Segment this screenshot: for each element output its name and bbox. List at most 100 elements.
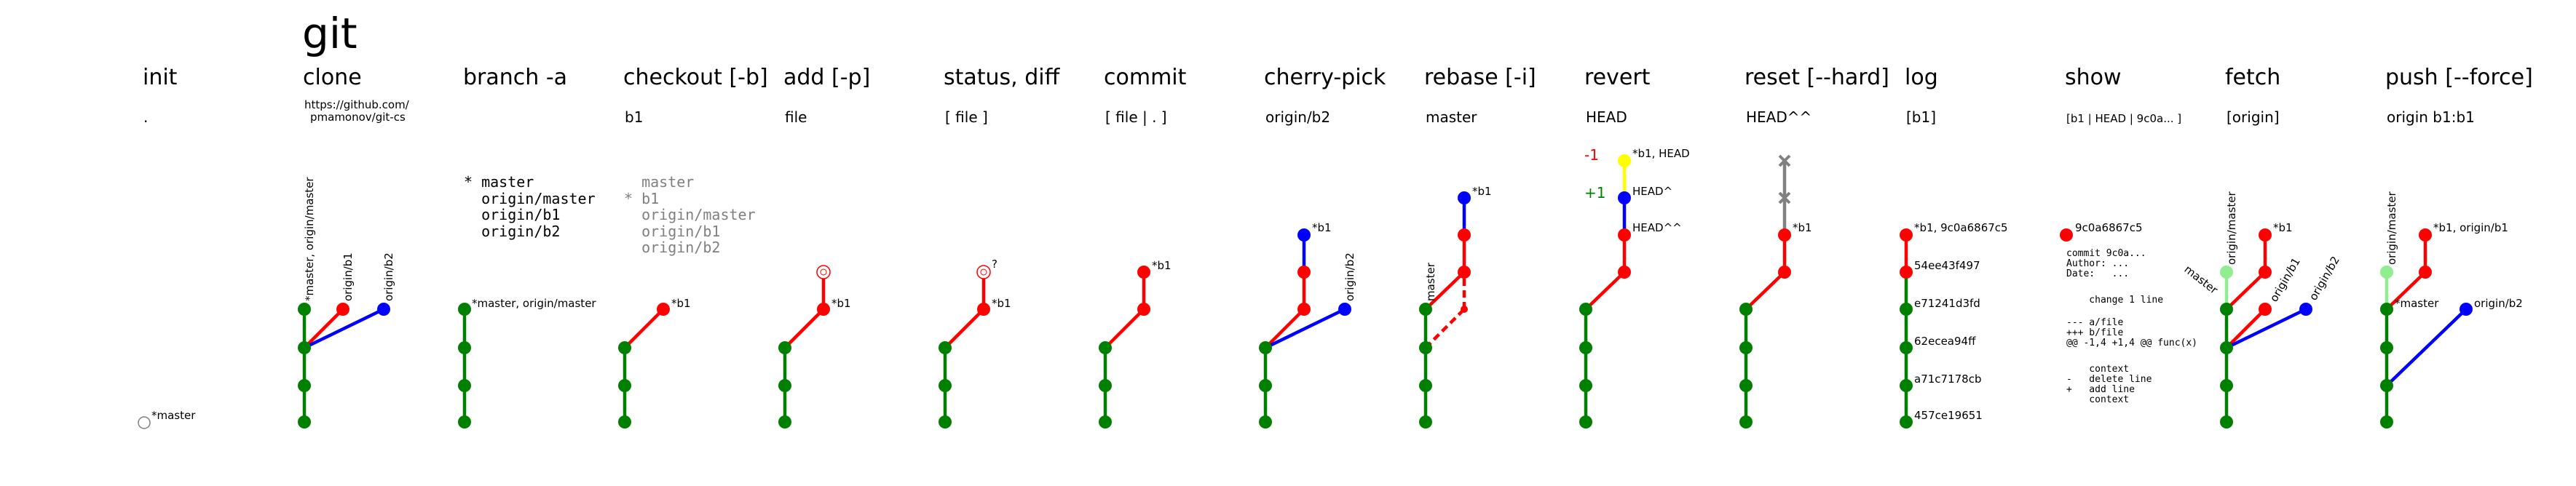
- commit-node: [657, 303, 670, 316]
- plus-one-marker: +1: [1584, 184, 1605, 202]
- commit-node: [817, 303, 830, 316]
- commit-node: [2259, 303, 2272, 316]
- commit-edge: [2385, 308, 2468, 387]
- branch-label: origin/b1: [2267, 255, 2303, 304]
- commit-edge: [304, 307, 384, 350]
- commit-node: [1900, 415, 1913, 429]
- commit-hash: 9c0a6867c5: [2075, 221, 2143, 234]
- panel-title: revert: [1584, 65, 1651, 90]
- unknown-state-label: ?: [992, 258, 997, 271]
- commit-node: [1458, 191, 1471, 204]
- commit-node: [2220, 266, 2233, 279]
- commit-edge: [1424, 271, 1466, 311]
- panel-reset: reset [--hard] HEAD^^ *b1: [1739, 65, 1889, 429]
- panel-cherry-pick: cherry-pick origin/b2 *b1 origin/b2: [1259, 65, 1386, 429]
- commit-node: [2419, 266, 2432, 279]
- show-output-line: - delete line: [2066, 374, 2152, 385]
- branch-label: *master: [2395, 297, 2439, 310]
- commit-node: [377, 303, 390, 316]
- panel-arg: file: [785, 108, 807, 126]
- branch-label: *master, origin/master: [303, 177, 316, 301]
- branch-list-item: * b1: [624, 190, 659, 207]
- discarded-commit-x-icon: [1778, 191, 1791, 204]
- commit-node: [1338, 303, 1351, 316]
- commit-node: [1259, 379, 1272, 392]
- commit-edge: [783, 308, 825, 349]
- ref-label: *b1, HEAD: [1632, 147, 1690, 160]
- commit-node: [298, 341, 311, 354]
- commit-node: [2220, 379, 2233, 392]
- staged-commit-node: [816, 265, 831, 279]
- commit-node: [1739, 379, 1753, 392]
- branch-label: origin/master: [2385, 191, 2398, 265]
- commit-node: [1419, 379, 1432, 392]
- branch-label: *b1: [1472, 185, 1492, 198]
- panel-arg: [b1]: [1906, 108, 1936, 126]
- branch-label: *b1: [1793, 221, 1812, 234]
- log-entry: 457ce19651: [1914, 409, 1983, 422]
- branch-list-item: origin/master: [624, 206, 756, 223]
- commit-edge: [623, 308, 665, 349]
- commit-node: [1099, 341, 1112, 354]
- show-output-line: Author: ...: [2066, 258, 2129, 269]
- panel-arg: b1: [625, 108, 643, 126]
- branch-label: origin/b1: [341, 252, 355, 301]
- commit-node: [458, 303, 471, 316]
- commit-node: [1579, 341, 1592, 354]
- panel-arg: [origin]: [2227, 108, 2280, 126]
- panel-arg: origin b1:b1: [2387, 108, 2475, 126]
- panel-log: log [b1] *b1, 9c0a6867c5 54ee43f497 e712…: [1900, 65, 2008, 429]
- panel-title: checkout [-b]: [623, 65, 768, 90]
- panel-show: show [b1 | HEAD | 9c0a... ] 9c0a6867c5 c…: [2060, 65, 2197, 405]
- commit-node: [1579, 303, 1592, 316]
- old-commit-edge: [1424, 308, 1466, 349]
- commit-node: [2460, 303, 2473, 316]
- branch-label: *b1: [671, 297, 691, 310]
- commit-node: [939, 341, 952, 354]
- panel-commit: commit [ file | . ] *b1: [1099, 65, 1187, 429]
- branch-list-item: origin/b2: [624, 239, 720, 256]
- commit-node: [336, 303, 349, 316]
- commit-edge: [2225, 271, 2267, 311]
- panel-branch: branch -a * master origin/master origin/…: [458, 65, 596, 429]
- revert-commit-node: [1618, 154, 1631, 167]
- commit-edge: [303, 308, 344, 349]
- branch-list-item: * master: [464, 173, 534, 191]
- panel-title: add [-p]: [783, 65, 870, 90]
- panel-arg: [ file | . ]: [1105, 108, 1167, 126]
- panel-arg: .: [143, 108, 148, 126]
- commit-node: [1137, 266, 1150, 279]
- commit-node: [2220, 415, 2233, 429]
- commit-edge: [1264, 308, 1305, 349]
- panel-push: push [--force] origin b1:b1 origin/maste…: [2380, 65, 2533, 429]
- commit-node: [458, 379, 471, 392]
- panel-revert: revert HEAD *b1, HEAD HEAD^ HEAD^^ -1 +1: [1579, 65, 1690, 429]
- panel-title: commit: [1104, 65, 1187, 90]
- commit-node: [1579, 415, 1592, 429]
- branch-label: origin/b2: [2474, 297, 2523, 310]
- commit-node: [2380, 379, 2393, 392]
- commit-node: [1419, 341, 1432, 354]
- show-output-line: + add line: [2066, 384, 2135, 395]
- commit-node: [939, 379, 952, 392]
- commit-edge: [1104, 308, 1145, 349]
- commit-node: [298, 303, 311, 316]
- branch-label: origin/b2: [382, 252, 395, 301]
- panel-title: init: [143, 65, 178, 90]
- panel-title: status, diff: [944, 65, 1061, 90]
- commit-edge: [2385, 271, 2427, 311]
- commit-node: [298, 415, 311, 429]
- commit-node: [2220, 341, 2233, 354]
- discarded-commit-x-icon: [1778, 154, 1791, 167]
- commit-node: [1297, 228, 1311, 242]
- commit-node: [458, 341, 471, 354]
- show-output-line: change 1 line: [2066, 295, 2163, 306]
- show-output-line: commit 9c0a...: [2066, 248, 2146, 259]
- panel-title: reset [--hard]: [1745, 65, 1889, 90]
- panel-clone: clone https://github.com/ pmamonov/git-c…: [298, 65, 410, 429]
- commit-node: [1099, 379, 1112, 392]
- panel-arg: HEAD^^: [1746, 108, 1812, 126]
- commit-node: [1900, 303, 1913, 316]
- panel-init: init . *master: [138, 65, 196, 429]
